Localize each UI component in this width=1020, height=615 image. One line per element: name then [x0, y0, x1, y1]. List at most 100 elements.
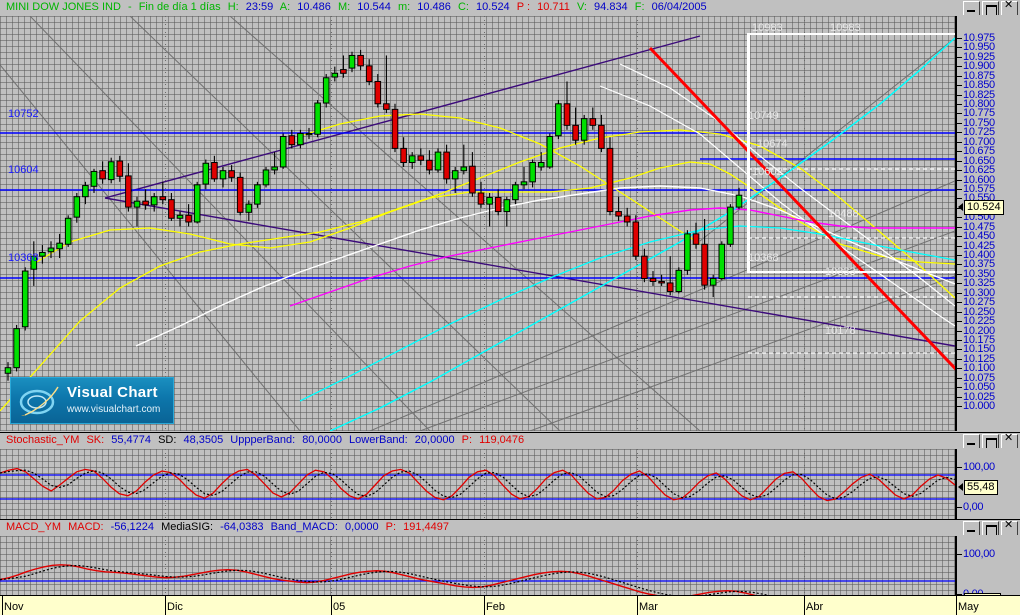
indicator-tick	[957, 554, 962, 555]
field-key-volume: V:	[576, 1, 587, 13]
price-tick-label: 10.775	[963, 107, 995, 120]
price-tick	[957, 226, 962, 228]
stoch-val-sk: 55,4774	[111, 434, 151, 446]
price-tick	[957, 217, 962, 219]
stoch-key-sd: SD:	[158, 434, 177, 446]
price-tick-label: 10.600	[963, 173, 995, 186]
field-value-close: 10.524	[476, 1, 510, 13]
time-tick-label: 05	[333, 601, 346, 613]
annotation-10333: 10333	[825, 266, 856, 278]
field-value-p: 10.711	[537, 1, 570, 13]
indicator-tick-label: 0,00	[963, 501, 984, 513]
field-value-a: 10.486	[297, 1, 331, 13]
support-label-10368: 10368	[8, 252, 39, 264]
price-tick	[957, 406, 962, 407]
macd-val-p: 191,4497	[403, 521, 450, 533]
logo-url: www.visualchart.com	[67, 404, 161, 415]
stochastic-grid	[0, 449, 955, 520]
minimize-button[interactable]	[963, 1, 980, 15]
price-tick	[957, 188, 962, 190]
time-tick-label: May	[958, 601, 979, 613]
stochastic-name: Stochastic_YM	[6, 434, 80, 446]
price-tick-label: 10.200	[963, 324, 995, 337]
price-tick-label: 10.800	[963, 98, 995, 111]
price-tick	[957, 104, 962, 106]
time-axis[interactable]: Nov Dic 05 Feb Mar Abr May	[0, 595, 1020, 615]
price-tick-label: 10.675	[963, 145, 995, 158]
stoch-key-p: P:	[461, 434, 473, 446]
price-tick-label: 10.150	[963, 343, 995, 356]
price-tick-label: 10.725	[963, 126, 995, 139]
price-tick	[957, 292, 962, 294]
price-tick-label: 10.100	[963, 362, 995, 375]
indicator-value-pointer	[958, 483, 963, 491]
price-tick	[957, 66, 962, 68]
price-tick	[957, 85, 962, 87]
price-tick	[957, 198, 962, 200]
price-tick-label: 10.825	[963, 88, 995, 101]
stoch-val-upper: 80,0000	[302, 434, 342, 446]
close-button[interactable]	[1001, 433, 1018, 448]
price-window-controls	[963, 0, 1018, 15]
price-tick-label: 10.025	[963, 390, 995, 403]
macd-key-macd: MACD:	[68, 521, 104, 533]
field-value-volume: 94.834	[594, 1, 628, 13]
close-button[interactable]	[1001, 520, 1018, 535]
measure-rectangle	[748, 33, 955, 273]
header-separator: -	[127, 1, 132, 13]
price-tick	[957, 160, 962, 162]
symbol-label: MINI DOW JONES IND	[6, 1, 121, 13]
macd-key-band: Band_MACD:	[270, 521, 338, 533]
price-tick-label: 10.000	[963, 400, 995, 412]
time-tick	[804, 596, 805, 615]
close-button[interactable]	[1001, 0, 1018, 15]
price-tick-label: 10.125	[963, 352, 995, 365]
minimize-button[interactable]	[963, 521, 980, 535]
price-tick-label: 10.700	[963, 135, 995, 148]
field-key-close: C:	[457, 1, 469, 13]
stochastic-plot-area[interactable]	[0, 449, 955, 520]
time-tick-label: Mar	[639, 601, 658, 613]
price-tick	[957, 283, 962, 285]
time-tick-label: Feb	[486, 601, 505, 613]
macd-plot-area[interactable]	[0, 536, 955, 597]
annotation-10983-b: 10983	[830, 22, 861, 34]
swoosh-icon	[19, 386, 59, 416]
price-tick-label: 10.575	[963, 182, 995, 195]
price-tick	[957, 38, 962, 39]
stoch-val-sd: 48,3505	[183, 434, 224, 446]
price-tick-label: 10.225	[963, 315, 995, 328]
price-tick	[957, 151, 962, 153]
maximize-button[interactable]	[982, 434, 999, 448]
price-tick	[957, 179, 962, 181]
maximize-button[interactable]	[982, 521, 999, 535]
macd-axis[interactable]: 100,000,00-56,12	[955, 536, 1020, 608]
visual-chart-logo: Visual Chart www.visualchart.com	[10, 377, 174, 424]
support-label-10752: 10752	[8, 108, 39, 120]
price-tick-label: 10.475	[963, 220, 995, 233]
price-axis[interactable]: 10.975 10.950 10.925 10.900 10.875 10.850 10.8…	[955, 16, 1020, 431]
time-tick	[484, 596, 485, 615]
field-key-max: M:	[337, 1, 351, 13]
maximize-button[interactable]	[982, 1, 999, 15]
annotation-10749: 10749	[748, 110, 779, 122]
vertical-gridline	[165, 449, 166, 520]
field-key-a: A:	[279, 1, 291, 13]
price-tick-label: 10.900	[963, 60, 995, 73]
macd-val-macd: -56,1224	[110, 521, 155, 533]
minimize-button[interactable]	[963, 434, 980, 448]
macd-window-controls	[963, 520, 1018, 535]
stoch-val-p: 119,0476	[479, 434, 525, 446]
price-tick-label: 10.850	[963, 79, 995, 92]
price-tick-label: 10.175	[963, 333, 995, 346]
price-tick-label: 10.975	[963, 32, 995, 44]
price-plot-area[interactable]	[0, 16, 955, 431]
price-tick-label: 10.350	[963, 267, 995, 280]
support-label-10604: 10604	[8, 164, 39, 176]
stochastic-svg	[0, 467, 955, 502]
time-tick	[956, 596, 957, 615]
price-tick-label: 10.750	[963, 116, 995, 129]
stochastic-axis[interactable]: 100,00 0,00 55,48	[955, 449, 1020, 520]
macd-key-p: P:	[385, 521, 397, 533]
indicator-tick-label: 100,00	[963, 548, 995, 560]
